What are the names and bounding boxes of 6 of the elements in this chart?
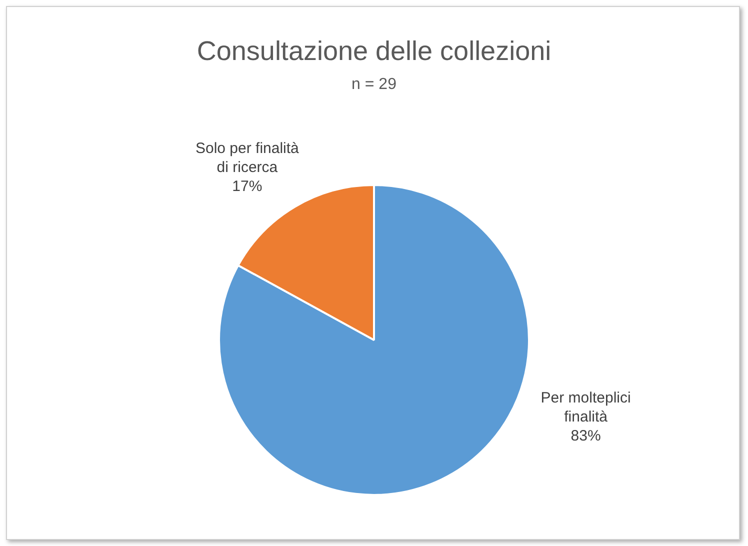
slice-label: Solo per finalità di ricerca [195, 140, 300, 176]
chart-subtitle: n = 29 [350, 76, 398, 94]
data-label: 83% [570, 427, 601, 444]
chart-title: Consultazione delle collezioni [196, 36, 552, 67]
slice-label: Per molteplici finalità [540, 389, 631, 426]
data-label: 17% [232, 178, 262, 195]
